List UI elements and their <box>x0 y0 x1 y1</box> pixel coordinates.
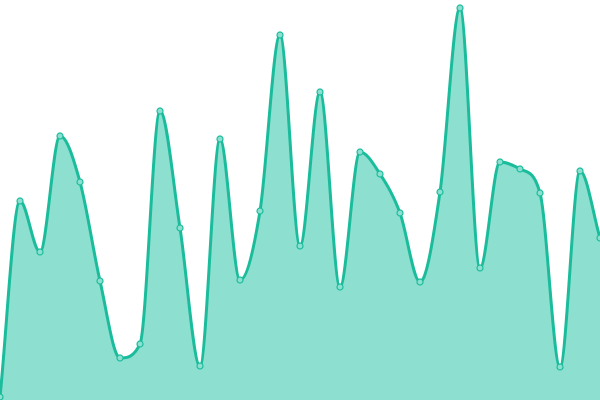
data-point[interactable] <box>136 340 144 348</box>
data-point[interactable] <box>156 107 164 115</box>
data-point[interactable] <box>16 197 24 205</box>
data-point[interactable] <box>216 135 224 143</box>
data-point[interactable] <box>576 167 584 175</box>
data-point[interactable] <box>256 207 264 215</box>
data-point[interactable] <box>276 31 284 39</box>
data-point[interactable] <box>176 224 184 232</box>
data-point[interactable] <box>316 88 324 96</box>
data-point[interactable] <box>356 148 364 156</box>
area-fill <box>0 8 600 400</box>
data-point[interactable] <box>536 189 544 197</box>
data-point[interactable] <box>556 363 564 371</box>
series-line <box>0 6 600 398</box>
data-point[interactable] <box>96 277 104 285</box>
data-point[interactable] <box>396 209 404 217</box>
data-point[interactable] <box>596 234 600 242</box>
data-point[interactable] <box>36 248 44 256</box>
data-point[interactable] <box>336 283 344 291</box>
data-point[interactable] <box>76 178 84 186</box>
data-point[interactable] <box>456 4 464 12</box>
data-point[interactable] <box>376 170 384 178</box>
data-point[interactable] <box>496 158 504 166</box>
data-point[interactable] <box>436 188 444 196</box>
data-point[interactable] <box>56 132 64 140</box>
data-point[interactable] <box>236 276 244 284</box>
data-point[interactable] <box>0 393 4 400</box>
data-point[interactable] <box>516 165 524 173</box>
data-point[interactable] <box>296 242 304 250</box>
data-point[interactable] <box>416 278 424 286</box>
data-point[interactable] <box>476 264 484 272</box>
data-point[interactable] <box>196 362 204 370</box>
data-point[interactable] <box>116 354 124 362</box>
